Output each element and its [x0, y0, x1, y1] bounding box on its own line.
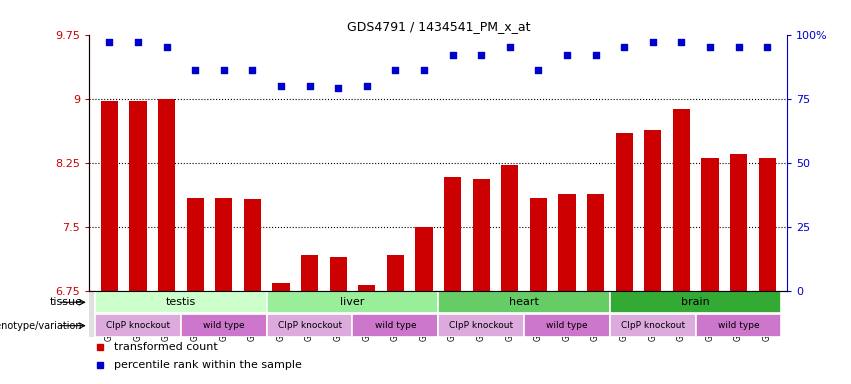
Bar [758, 158, 776, 291]
Bar [501, 165, 518, 291]
Point [703, 44, 717, 50]
Bar [587, 194, 604, 291]
Point [389, 67, 403, 73]
Bar [129, 101, 146, 291]
Bar [695, 314, 781, 337]
Bar [644, 130, 661, 291]
Text: ClpP knockout: ClpP knockout [449, 321, 513, 330]
Bar [329, 257, 346, 291]
Bar [352, 314, 438, 337]
Bar [272, 283, 289, 291]
Point [303, 83, 317, 89]
Bar [615, 133, 633, 291]
Bar [100, 101, 118, 291]
Bar [438, 291, 610, 313]
Bar [530, 197, 547, 291]
Point [160, 44, 174, 50]
Bar [558, 194, 575, 291]
Point [560, 52, 574, 58]
Bar [266, 314, 352, 337]
Bar [387, 255, 404, 291]
Title: GDS4791 / 1434541_PM_x_at: GDS4791 / 1434541_PM_x_at [346, 20, 530, 33]
Text: ClpP knockout: ClpP knockout [277, 321, 341, 330]
Bar [524, 314, 610, 337]
Bar [95, 291, 266, 313]
Bar [730, 154, 747, 291]
Point [589, 52, 603, 58]
Text: wild type: wild type [203, 321, 244, 330]
Bar [95, 314, 181, 337]
Bar [301, 255, 318, 291]
Text: percentile rank within the sample: percentile rank within the sample [114, 360, 301, 370]
Text: genotype/variation: genotype/variation [0, 321, 83, 331]
Text: testis: testis [166, 297, 196, 307]
Text: liver: liver [340, 297, 365, 307]
Bar [472, 179, 489, 291]
Point [675, 39, 688, 45]
Point [417, 67, 431, 73]
Point [331, 85, 345, 91]
Point [217, 67, 231, 73]
Point [503, 44, 517, 50]
Point [188, 67, 202, 73]
Text: transformed count: transformed count [114, 342, 218, 352]
Bar [181, 314, 266, 337]
Point [474, 52, 488, 58]
Point [131, 39, 145, 45]
Bar [438, 314, 524, 337]
Text: heart: heart [509, 297, 539, 307]
Bar [610, 314, 695, 337]
Bar [158, 99, 175, 291]
Bar [673, 109, 690, 291]
Point [446, 52, 460, 58]
Bar [186, 197, 203, 291]
Bar [358, 285, 375, 291]
Bar [444, 177, 461, 291]
Point [617, 44, 631, 50]
Bar [243, 199, 261, 291]
Bar [415, 227, 432, 291]
Bar [215, 197, 232, 291]
Point [760, 44, 774, 50]
Point [732, 44, 745, 50]
Bar [610, 291, 781, 313]
Text: wild type: wild type [374, 321, 416, 330]
Bar [266, 291, 438, 313]
Text: wild type: wild type [546, 321, 588, 330]
Point [646, 39, 660, 45]
Text: ClpP knockout: ClpP knockout [620, 321, 685, 330]
Point [532, 67, 545, 73]
Bar [701, 158, 718, 291]
Text: ClpP knockout: ClpP knockout [106, 321, 170, 330]
Point [246, 67, 260, 73]
Point [103, 39, 117, 45]
Text: tissue: tissue [49, 297, 83, 307]
Point [274, 83, 288, 89]
Text: brain: brain [682, 297, 710, 307]
Text: wild type: wild type [717, 321, 759, 330]
Point [360, 83, 374, 89]
